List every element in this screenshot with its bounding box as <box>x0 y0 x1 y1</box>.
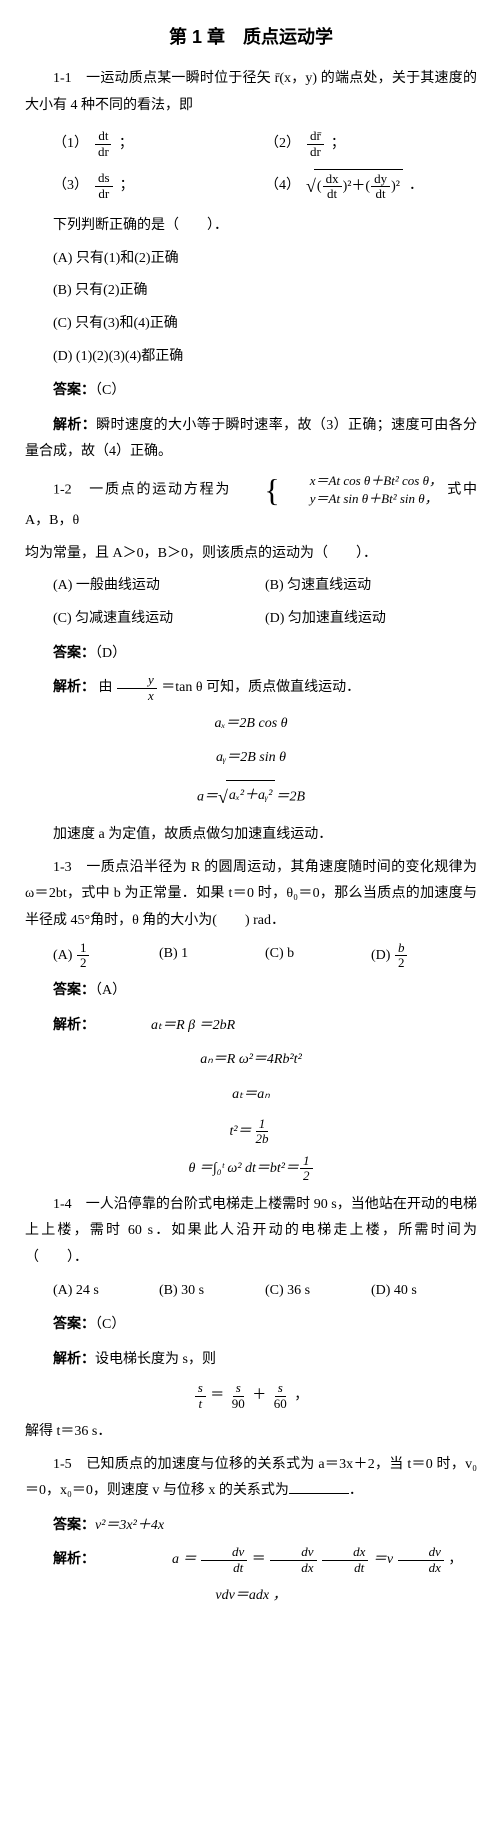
q4-conclusion: 解得 t＝36 s． <box>25 1419 477 1446</box>
q3-choices: (A) 12 (B) 1 (C) b (D) b2 <box>53 941 477 971</box>
q1-opt3-label: （3） <box>53 173 88 200</box>
q4-choice-d: (D) 40 s <box>371 1278 477 1305</box>
q3-choice-b: (B) 1 <box>159 941 265 971</box>
q3-eq5: θ ＝∫₀ᵗ ω² dt＝bt²＝12 <box>25 1154 477 1184</box>
q4-choice-c: (C) 36 s <box>265 1278 371 1305</box>
q1-opt1-label: （1） <box>53 131 88 158</box>
q3-analysis-label: 解析：aₜ＝R β ＝2bR <box>25 1011 477 1040</box>
q1-choice-b: (B) 只有(2)正确 <box>53 278 477 305</box>
q5-stem: 1-5 已知质点的加速度与位移的关系式为 a＝3x＋2，当 t＝0 时，v₀＝0… <box>25 1452 477 1505</box>
q4-eq: st ＝ s90 ＋ s60 ， <box>25 1381 477 1411</box>
q1-opt4-label: （4） <box>265 173 300 200</box>
q2-eq1: aₓ＝2B cos θ <box>25 711 477 738</box>
q2-choice-b: (B) 匀速直线运动 <box>265 573 477 600</box>
q3-eq2: aₙ＝R ω²＝4Rb²t² <box>25 1047 477 1074</box>
q1-opt2-label: （2） <box>265 131 300 158</box>
q5-answer: 答案：v²＝3x²＋4x <box>25 1511 477 1540</box>
q5-analysis: 解析： a ＝ dvdt ＝ dvdx dxdt ＝v dvdx ， <box>25 1545 477 1575</box>
q1-sqrt: √ (dxdt)²＋(dydt)² <box>306 169 403 203</box>
semicolon: ； <box>119 131 133 158</box>
q3-eq4: t²＝12b <box>25 1117 477 1147</box>
q3-choice-c: (C) b <box>265 941 371 971</box>
q3-stem: 1-3 一质点沿半径为 R 的圆周运动，其角速度随时间的变化规律为 ω＝2bt，… <box>25 855 477 935</box>
q2-brace: { x＝At cos θ＋Bt² cos θ， y＝At sin θ＋Bt² s… <box>236 472 442 508</box>
q4-choices: (A) 24 s (B) 30 s (C) 36 s (D) 40 s <box>53 1278 477 1305</box>
q1-analysis: 解析：瞬时速度的大小等于瞬时速率，故（3）正确；速度可由各分量合成，故（4）正确… <box>25 411 477 466</box>
q1-frac2: dr̄dr <box>307 129 324 159</box>
q2-choices-row1: (A) 一般曲线运动 (B) 匀速直线运动 <box>53 573 477 600</box>
q1-choice-d: (D) (1)(2)(3)(4)都正确 <box>53 344 477 371</box>
q3-choice-d: (D) b2 <box>371 941 477 971</box>
q1-opts-row2: （3） dsdr ； （4） √ (dxdt)²＋(dydt)² ． <box>53 169 477 203</box>
period: ． <box>409 173 423 200</box>
q2-choice-c: (C) 匀减速直线运动 <box>53 606 265 633</box>
q2-stem: 1-2 一质点的运动方程为 { x＝At cos θ＋Bt² cos θ， y＝… <box>25 472 477 535</box>
q3-eq3: aₜ＝aₙ <box>25 1082 477 1109</box>
chapter-title: 第 1 章 质点运动学 <box>25 20 477 54</box>
q2-choices-row2: (C) 匀减速直线运动 (D) 匀加速直线运动 <box>53 606 477 633</box>
q1-answer: 答案：（C） <box>25 376 477 405</box>
q1-judge: 下列判断正确的是（ ）． <box>25 213 477 240</box>
q4-choice-b: (B) 30 s <box>159 1278 265 1305</box>
q2-eq3: a＝√aₓ²＋aᵧ²＝2B <box>25 780 477 814</box>
q2-eq2: aᵧ＝2B sin θ <box>25 745 477 772</box>
q4-choice-a: (A) 24 s <box>53 1278 159 1305</box>
q1-choice-a: (A) 只有(1)和(2)正确 <box>53 246 477 273</box>
q2-analysis: 解析： 由 yx ＝tan θ 可知，质点做直线运动． <box>25 673 477 703</box>
q2-choice-a: (A) 一般曲线运动 <box>53 573 265 600</box>
q1-opts-row1: （1） dtdr ； （2） dr̄dr ； <box>53 129 477 159</box>
semicolon: ； <box>331 131 345 158</box>
q2-stem-c: 均为常量，且 A＞0，B＞0，则该质点的运动为（ ）． <box>25 541 477 568</box>
q4-stem: 1-4 一人沿停靠的台阶式电梯走上楼需时 90 s，当他站在开动的电梯上上楼，需… <box>25 1192 477 1272</box>
q1-frac3: dsdr <box>95 171 113 201</box>
q4-answer: 答案：（C） <box>25 1310 477 1339</box>
q2-conclusion: 加速度 a 为定值，故质点做匀加速直线运动． <box>25 822 477 849</box>
q4-analysis: 解析：设电梯长度为 s，则 <box>25 1345 477 1374</box>
blank <box>289 1479 349 1494</box>
q2-answer: 答案：（D） <box>25 639 477 668</box>
semicolon: ； <box>120 173 134 200</box>
q2-choice-d: (D) 匀加速直线运动 <box>265 606 477 633</box>
q1-choice-c: (C) 只有(3)和(4)正确 <box>53 311 477 338</box>
q3-choice-a: (A) 12 <box>53 941 159 971</box>
q1-stem: 1-1 一运动质点某一瞬时位于径矢 r̄(x，y) 的端点处，关于其速度的大小有… <box>25 66 477 119</box>
q5-eq2: vdv＝adx ， <box>25 1583 477 1610</box>
q1-frac1: dtdr <box>95 129 112 159</box>
q3-answer: 答案：（A） <box>25 976 477 1005</box>
